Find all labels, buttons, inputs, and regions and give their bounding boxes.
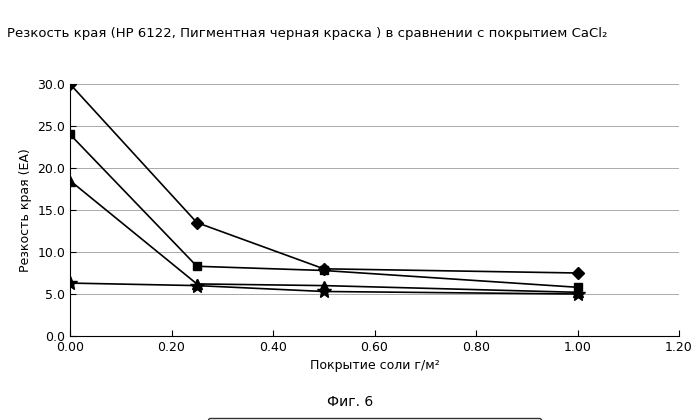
HST 220 <box>319 289 328 294</box>
HST 20 <box>66 81 74 87</box>
HST 60 <box>193 264 201 269</box>
HST 20 <box>319 266 328 271</box>
HST 150 <box>193 281 201 286</box>
Line: HST 220: HST 220 <box>63 276 584 301</box>
HST 20 <box>573 270 582 276</box>
HST 220 <box>193 283 201 288</box>
Text: Резкость края (НР 6122, Пигментная черная краска ) в сравнении с покрытием CaCl₂: Резкость края (НР 6122, Пигментная черна… <box>7 27 608 40</box>
HST 60 <box>66 132 74 137</box>
Y-axis label: Резкость края (ЕА): Резкость края (ЕА) <box>19 148 32 272</box>
Text: Фиг. 6: Фиг. 6 <box>327 396 373 410</box>
Line: HST 150: HST 150 <box>65 176 582 297</box>
HST 60 <box>573 285 582 290</box>
HST 20 <box>193 220 201 225</box>
HST 150 <box>319 283 328 288</box>
Line: HST 20: HST 20 <box>66 80 582 277</box>
X-axis label: Покрытие соли г/м²: Покрытие соли г/м² <box>309 360 440 373</box>
Line: HST 60: HST 60 <box>66 130 582 291</box>
Legend: HST 20, HST 60, HST 150, HST 220: HST 20, HST 60, HST 150, HST 220 <box>207 417 542 420</box>
HST 150 <box>66 178 74 183</box>
HST 220 <box>66 281 74 286</box>
HST 60 <box>319 268 328 273</box>
HST 220 <box>573 291 582 297</box>
HST 150 <box>573 290 582 295</box>
